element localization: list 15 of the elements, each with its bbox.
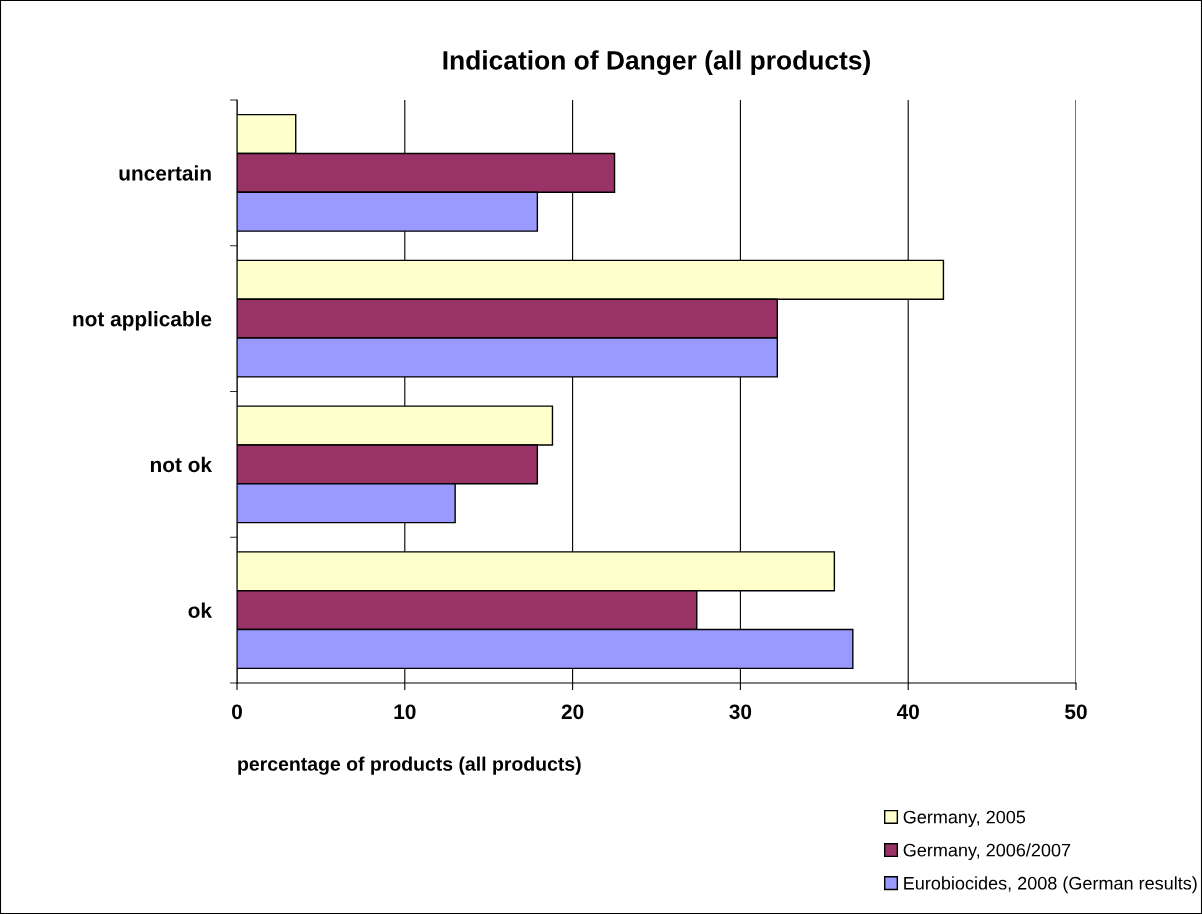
x-tick-label: 50 xyxy=(1065,704,1087,720)
x-tick-label: 30 xyxy=(729,704,752,720)
legend-label: Germany, 2005 xyxy=(903,810,1026,828)
y-tick-label: uncertain xyxy=(119,165,211,181)
x-tick-label: 0 xyxy=(232,704,242,720)
y-tick-label: not applicable xyxy=(73,311,212,331)
y-tick-label: not ok xyxy=(150,456,213,473)
x-tick-label: 40 xyxy=(896,704,919,720)
legend-label: Germany, 2006/2007 xyxy=(903,843,1071,861)
legend-label: Eurobiocides, 2008 (German results) xyxy=(904,876,1197,894)
y-tick-label: ok xyxy=(188,602,213,618)
x-tick-label: 10 xyxy=(394,704,416,720)
x-tick-label: 20 xyxy=(561,704,584,720)
x-axis-title: percentage of products (all products) xyxy=(238,756,581,775)
chart-title: Indication of Danger (all products) xyxy=(443,50,870,76)
